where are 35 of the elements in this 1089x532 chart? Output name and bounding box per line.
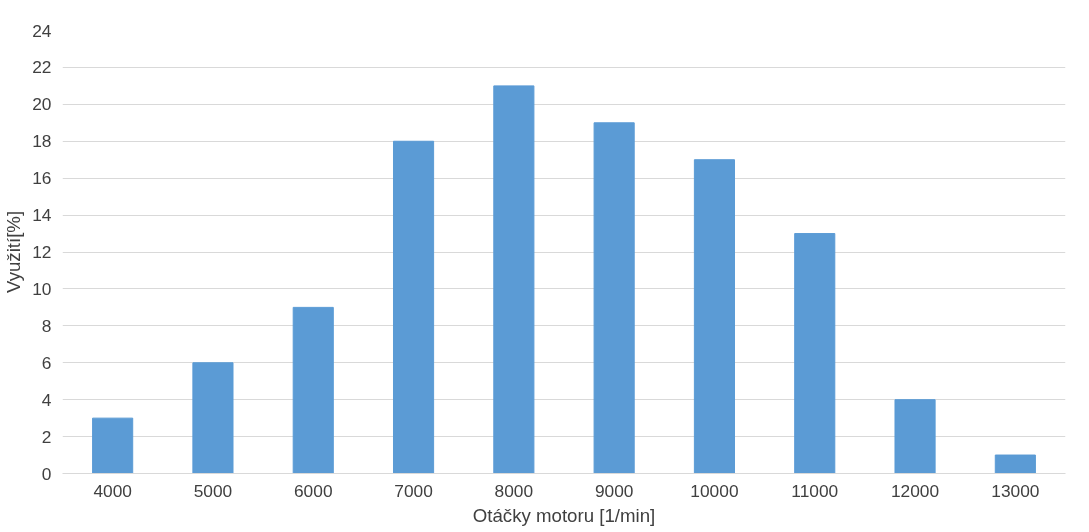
x-tick-label: 5000 xyxy=(193,480,233,501)
x-tick-label: 11000 xyxy=(791,480,839,501)
x-tick-label: 12000 xyxy=(890,480,940,501)
x-tick-label: 8000 xyxy=(494,480,534,501)
y-axis-title: Využití[%] xyxy=(3,210,25,294)
x-axis-title: Otáčky motoru [1/min] xyxy=(472,504,656,526)
y-tick-label: 22 xyxy=(32,57,52,78)
bar xyxy=(392,140,435,474)
x-tick-label: 7000 xyxy=(394,480,433,501)
bar xyxy=(894,399,936,474)
x-tick-label: 9000 xyxy=(594,480,634,501)
bar xyxy=(292,306,334,474)
y-tick-label: 6 xyxy=(41,352,52,373)
y-tick-label: 8 xyxy=(41,315,52,336)
y-tick-label: 14 xyxy=(32,205,52,226)
x-tick-label: 13000 xyxy=(991,480,1040,501)
y-tick-label: 12 xyxy=(32,242,52,262)
y-tick-label: 16 xyxy=(32,168,52,189)
bar xyxy=(693,159,736,474)
bar xyxy=(994,454,1036,474)
y-tick-label: 4 xyxy=(41,389,52,410)
y-tick-label: 2 xyxy=(41,426,52,447)
y-tick-label: 10 xyxy=(32,278,52,299)
bar xyxy=(192,362,234,474)
y-tick-label: 0 xyxy=(41,463,52,484)
y-tick-label: 24 xyxy=(32,20,52,41)
bar xyxy=(794,233,836,474)
x-tick-label: 10000 xyxy=(690,480,739,501)
x-tick-label: 6000 xyxy=(293,480,333,501)
bar xyxy=(493,85,535,474)
y-tick-label: 18 xyxy=(32,131,52,152)
y-tick-label: 20 xyxy=(32,94,52,115)
bar xyxy=(593,122,635,474)
x-tick-label: 4000 xyxy=(93,480,132,501)
bar xyxy=(92,417,134,474)
